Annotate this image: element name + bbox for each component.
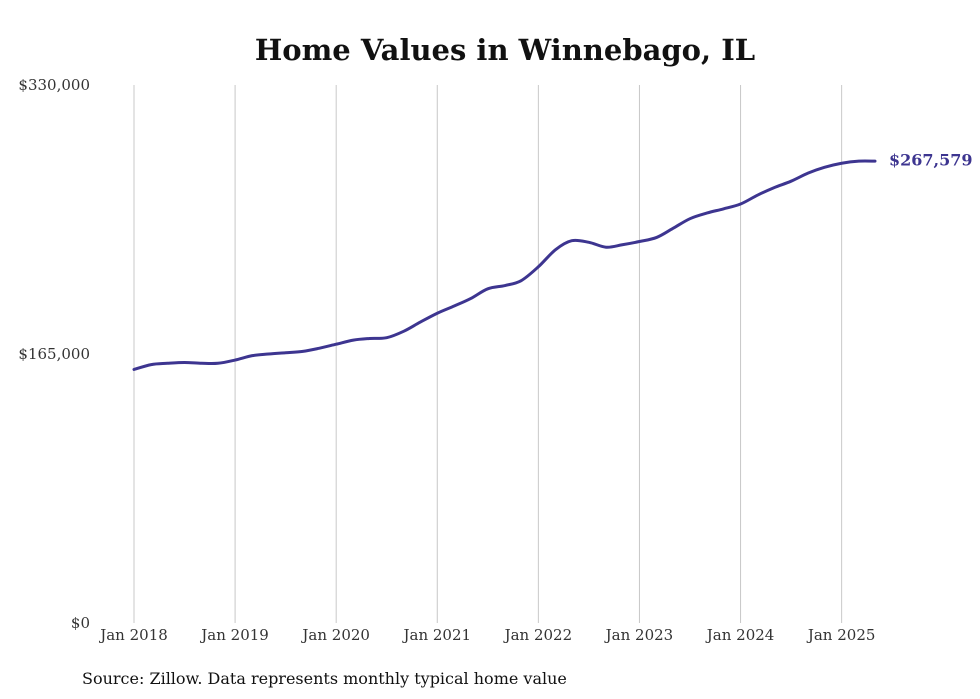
x-tick-label: Jan 2023 xyxy=(604,626,674,644)
gridlines xyxy=(133,85,843,623)
end-value-label: $267,579 xyxy=(889,151,973,170)
x-tick-label: Jan 2018 xyxy=(98,626,168,644)
x-tick-label: Jan 2025 xyxy=(806,626,876,644)
y-tick-label: $0 xyxy=(71,614,90,632)
x-tick-label: Jan 2022 xyxy=(503,626,573,644)
source-note: Source: Zillow. Data represents monthly … xyxy=(82,669,567,688)
x-tick-label: Jan 2024 xyxy=(705,626,775,644)
x-axis-ticks: Jan 2018 Jan 2019 Jan 2020 Jan 2021 Jan 2022… xyxy=(98,626,875,644)
chart-title: Home Values in Winnebago, IL xyxy=(255,33,755,67)
x-tick-label: Jan 2019 xyxy=(199,626,269,644)
x-tick-label: Jan 2020 xyxy=(300,626,370,644)
y-tick-label: $165,000 xyxy=(18,345,90,363)
series-line xyxy=(132,159,877,371)
x-tick-label: Jan 2021 xyxy=(401,626,471,644)
y-axis-ticks: $0 $165,000 $330,000 xyxy=(18,76,90,632)
y-tick-label: $330,000 xyxy=(18,76,90,94)
